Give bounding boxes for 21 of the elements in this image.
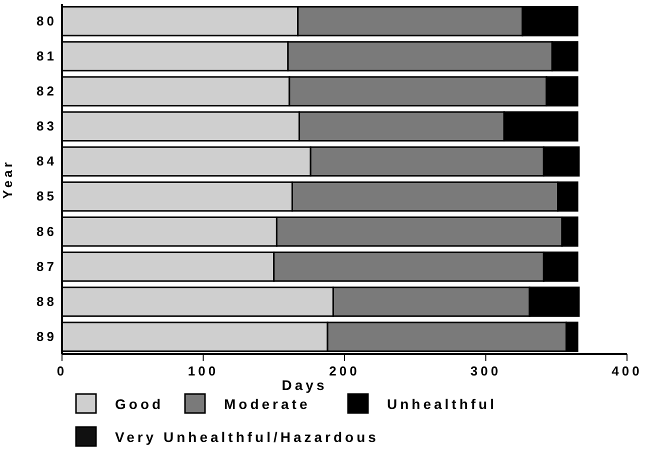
y-tick-label: 84 [36, 154, 57, 169]
y-tick-label: 89 [36, 328, 57, 344]
legend-label: Moderate [224, 396, 310, 412]
x-tick-label: 0 [56, 364, 68, 379]
x-axis-title: Days [282, 377, 328, 393]
legend-label: Very Unhealthful/Hazardous [115, 429, 379, 445]
y-tick-label: 82 [36, 83, 57, 98]
y-tick-label: 81 [36, 48, 57, 64]
legend-label: Unhealthful [387, 396, 497, 412]
y-tick-label: 87 [36, 258, 57, 274]
y-tick-label: 80 [36, 13, 57, 28]
x-tick-label: 400 [612, 364, 642, 379]
x-tick-label: 200 [329, 364, 360, 379]
legend-label: Good [115, 396, 164, 412]
x-tick-label: 100 [188, 364, 219, 379]
y-tick-label: 85 [36, 188, 57, 204]
x-tick-label: 300 [470, 364, 502, 379]
y-axis-title: Year [0, 159, 15, 199]
y-tick-label: 88 [36, 294, 57, 309]
y-tick-label: 83 [36, 118, 57, 134]
y-tick-label: 86 [36, 224, 57, 239]
